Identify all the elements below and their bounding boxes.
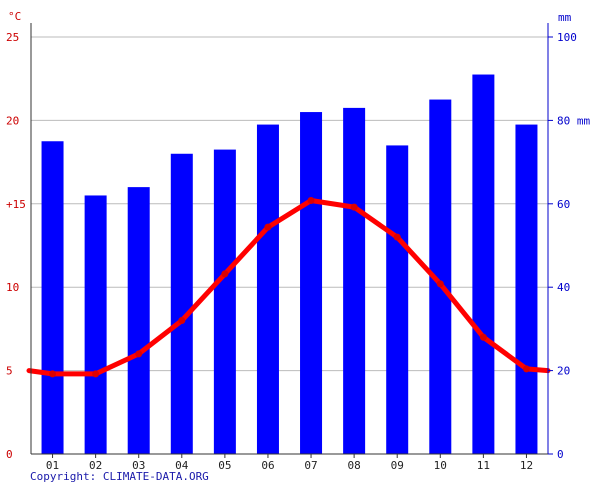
left-tick-label: 10 [6, 281, 19, 294]
x-tick-label: 06 [261, 459, 274, 472]
x-tick-label: 09 [391, 459, 404, 472]
grid-lines [31, 36, 548, 455]
temperature-point [178, 317, 186, 325]
precip-bar [213, 149, 236, 454]
temperature-point [436, 280, 444, 288]
x-tick-label: 03 [132, 459, 145, 472]
x-tick-label: 04 [175, 459, 189, 472]
precip-bar [256, 124, 279, 454]
left-tick-label: +15 [6, 198, 26, 211]
copyright-text: Copyright: CLIMATE-DATA.ORG [30, 470, 209, 483]
right-tick-label: 0 [557, 448, 564, 461]
temperature-line [26, 196, 551, 378]
precip-bar [84, 195, 107, 454]
temperature-point [135, 350, 143, 358]
right-axis-unit: mm [558, 11, 572, 24]
precip-bar [386, 145, 409, 455]
x-tick-label: 08 [348, 459, 361, 472]
temperature-point [264, 223, 272, 231]
temperature-path [26, 198, 551, 377]
precip-bar [515, 124, 538, 454]
x-tick-label: 07 [304, 459, 317, 472]
left-tick-label: 0 [6, 448, 13, 461]
precipitation-bars [41, 74, 538, 455]
right-tick-label: 20 [557, 365, 570, 378]
x-tick-label: 12 [520, 459, 533, 472]
right-tick-label: 40 [557, 281, 570, 294]
precip-bar [472, 74, 495, 454]
x-tick-label: 10 [434, 459, 447, 472]
temperature-point [393, 233, 401, 241]
right-tick-label: 60 [557, 198, 570, 211]
left-tick-label: 5 [6, 365, 13, 378]
x-tick-label: 01 [46, 459, 59, 472]
temperature-point [350, 203, 358, 211]
precip-bar [127, 187, 150, 454]
x-tick-label: 05 [218, 459, 231, 472]
temperature-point [479, 333, 487, 341]
left-axis-unit: °C [8, 10, 21, 23]
x-tick-label: 11 [477, 459, 490, 472]
temperature-point [522, 365, 530, 373]
temperature-point [92, 370, 100, 378]
right-tick-label: 100 [557, 31, 577, 44]
temperature-point [221, 270, 229, 278]
precip-bar [170, 153, 193, 454]
left-tick-label: 25 [6, 31, 19, 44]
precip-bar [41, 141, 64, 454]
x-tick-label: 02 [89, 459, 102, 472]
temperature-point [307, 196, 315, 204]
temperature-point [49, 370, 57, 378]
left-tick-label: 20 [6, 114, 19, 127]
right-tick-label: 80 mm [557, 114, 590, 127]
precip-bar [343, 107, 366, 454]
precip-bar [300, 112, 323, 454]
precip-bar [429, 99, 452, 455]
